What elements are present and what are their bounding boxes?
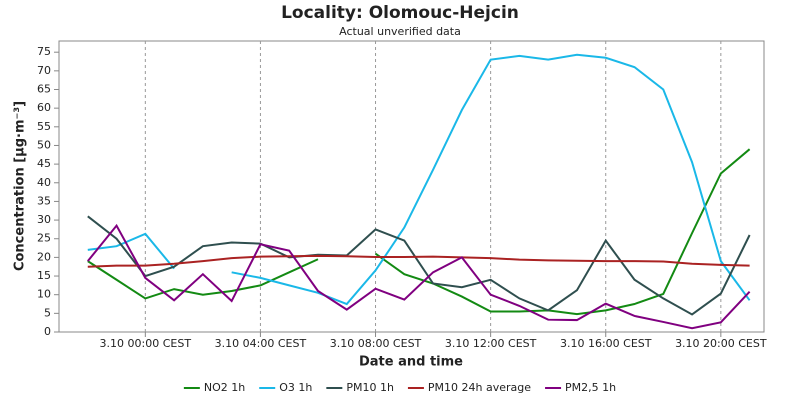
chart-title: Locality: Olomouc-Hejcin <box>281 3 519 23</box>
series-line <box>87 215 751 316</box>
y-tick-label: 55 <box>37 120 51 133</box>
y-tick-label: 60 <box>37 101 51 114</box>
y-tick-label: 40 <box>37 176 51 189</box>
x-tick-label: 3.10 08:00 CEST <box>330 337 422 350</box>
x-tick-label: 3.10 04:00 CEST <box>215 337 307 350</box>
y-tick-label: 45 <box>37 157 51 170</box>
series-line <box>87 148 751 316</box>
x-axis-title: Date and time <box>359 355 463 370</box>
x-tick-label: 3.10 20:00 CEST <box>675 337 767 350</box>
y-tick-label: 75 <box>37 45 51 58</box>
y-tick-label: 35 <box>37 194 51 207</box>
y-tick-label: 10 <box>37 288 51 301</box>
y-axis-title: Concentration [µg·m⁻³] <box>13 101 28 271</box>
y-tick-label: 20 <box>37 250 51 263</box>
y-tick-label: 65 <box>37 83 51 96</box>
y-tick-label: 15 <box>37 269 51 282</box>
x-tick-label: 3.10 12:00 CEST <box>445 337 537 350</box>
legend-label: PM2,5 1h <box>565 381 616 394</box>
chart-subtitle: Actual unverified data <box>339 25 461 38</box>
x-tick-label: 3.10 16:00 CEST <box>560 337 652 350</box>
y-tick-label: 50 <box>37 138 51 151</box>
y-tick-label: 5 <box>44 306 51 319</box>
series-line <box>87 53 751 306</box>
y-tick-label: 70 <box>37 64 51 77</box>
y-tick-label: 30 <box>37 213 51 226</box>
y-tick-label: 25 <box>37 232 51 245</box>
x-tick-label: 3.10 00:00 CEST <box>100 337 192 350</box>
legend-label: O3 1h <box>279 381 312 394</box>
series-line <box>87 254 750 268</box>
legend-label: PM10 24h average <box>428 381 531 394</box>
legend-label: NO2 1h <box>204 381 245 394</box>
series-line <box>86 223 751 330</box>
y-tick-label: 0 <box>44 325 51 338</box>
legend-label: PM10 1h <box>346 381 394 394</box>
plot-area <box>58 40 765 333</box>
